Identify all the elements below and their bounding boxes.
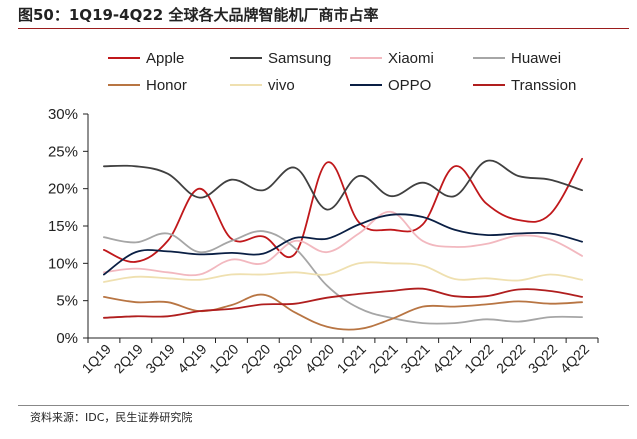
legend-label-transsion: Transsion bbox=[511, 77, 576, 94]
legend-label-xiaomi: Xiaomi bbox=[388, 50, 434, 67]
series-line-xiaomi bbox=[103, 210, 583, 277]
legend-label-apple: Apple bbox=[146, 50, 184, 67]
series-line-samsung bbox=[103, 159, 583, 211]
chart-series bbox=[103, 157, 583, 331]
x-tick-label: 1Q19 bbox=[79, 341, 115, 377]
x-tick-label: 3Q19 bbox=[142, 341, 178, 377]
y-tick-label: 5% bbox=[56, 293, 78, 310]
y-tick-label: 0% bbox=[56, 330, 78, 347]
x-tick-label: 1Q20 bbox=[206, 341, 242, 377]
y-tick-label: 30% bbox=[48, 106, 78, 123]
footer-divider bbox=[18, 405, 629, 406]
x-tick-label: 2Q21 bbox=[365, 341, 401, 377]
chart-title: 图50：1Q19-4Q22 全球各大品牌智能机厂商市占率 bbox=[18, 6, 379, 24]
x-tick-label: 4Q21 bbox=[429, 341, 465, 377]
legend-label-samsung: Samsung bbox=[268, 50, 331, 67]
legend-label-vivo: vivo bbox=[268, 77, 295, 94]
x-tick-label: 4Q19 bbox=[174, 341, 210, 377]
chart-legend: Apple Samsung Xiaomi Huawei Honor vivo OPPO Tra… bbox=[108, 50, 576, 94]
title-divider bbox=[18, 28, 629, 29]
x-tick-label: 4Q22 bbox=[557, 341, 593, 377]
series-line-honor bbox=[103, 293, 583, 331]
x-tick-label: 1Q21 bbox=[334, 341, 370, 377]
source-note: 资料来源：IDC，民生证券研究院 bbox=[30, 411, 193, 424]
y-tick-label: 20% bbox=[48, 181, 78, 198]
x-tick-label: 2Q20 bbox=[238, 341, 274, 377]
series-line-apple bbox=[103, 157, 583, 263]
series-line-vivo bbox=[103, 261, 583, 283]
x-tick-label: 3Q20 bbox=[270, 341, 306, 377]
series-line-transsion bbox=[103, 287, 583, 319]
x-tick-label: 3Q22 bbox=[525, 341, 561, 377]
series-line-oppo bbox=[103, 213, 583, 276]
x-tick-label: 3Q21 bbox=[397, 341, 433, 377]
y-tick-label: 15% bbox=[48, 218, 78, 235]
legend-label-oppo: OPPO bbox=[388, 77, 431, 94]
x-tick-label: 1Q22 bbox=[461, 341, 497, 377]
legend-label-huawei: Huawei bbox=[511, 50, 561, 67]
chart-axes: 0%5%10%15%20%25%30%1Q192Q193Q194Q191Q202… bbox=[48, 106, 599, 377]
y-tick-label: 10% bbox=[48, 255, 78, 272]
x-tick-label: 2Q19 bbox=[110, 341, 146, 377]
series-line-huawei bbox=[103, 230, 583, 325]
y-tick-label: 25% bbox=[48, 143, 78, 160]
legend-label-honor: Honor bbox=[146, 77, 187, 94]
x-tick-label: 4Q20 bbox=[302, 341, 338, 377]
x-tick-label: 2Q22 bbox=[493, 341, 529, 377]
